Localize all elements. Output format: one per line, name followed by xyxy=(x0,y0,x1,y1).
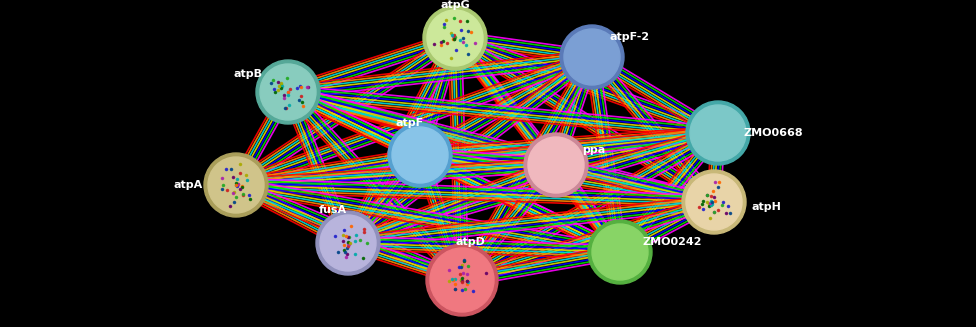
Text: fusA: fusA xyxy=(319,205,347,215)
Circle shape xyxy=(260,64,316,120)
Circle shape xyxy=(320,215,376,271)
Circle shape xyxy=(686,174,742,230)
Circle shape xyxy=(524,133,588,197)
Circle shape xyxy=(592,224,648,280)
Circle shape xyxy=(588,220,652,284)
Text: atpD: atpD xyxy=(455,237,485,247)
Text: ppa: ppa xyxy=(583,145,606,155)
Text: ZMO0242: ZMO0242 xyxy=(642,237,702,247)
Text: atpH: atpH xyxy=(752,202,781,212)
Circle shape xyxy=(427,10,483,66)
Text: atpA: atpA xyxy=(174,180,203,190)
Circle shape xyxy=(686,101,750,165)
Circle shape xyxy=(423,6,487,70)
Text: atpF-2: atpF-2 xyxy=(610,32,650,42)
Circle shape xyxy=(204,153,268,217)
Text: ZMO0668: ZMO0668 xyxy=(743,128,803,138)
Circle shape xyxy=(690,105,746,161)
Circle shape xyxy=(256,60,320,124)
Circle shape xyxy=(208,157,264,213)
Text: atpG: atpG xyxy=(440,0,469,10)
Circle shape xyxy=(430,248,494,312)
Circle shape xyxy=(560,25,624,89)
Text: atpB: atpB xyxy=(233,69,263,79)
Text: atpF: atpF xyxy=(396,118,424,128)
Circle shape xyxy=(564,29,620,85)
Circle shape xyxy=(426,244,498,316)
Circle shape xyxy=(682,170,746,234)
Circle shape xyxy=(316,211,380,275)
Circle shape xyxy=(388,123,452,187)
Circle shape xyxy=(528,137,584,193)
Circle shape xyxy=(392,127,448,183)
